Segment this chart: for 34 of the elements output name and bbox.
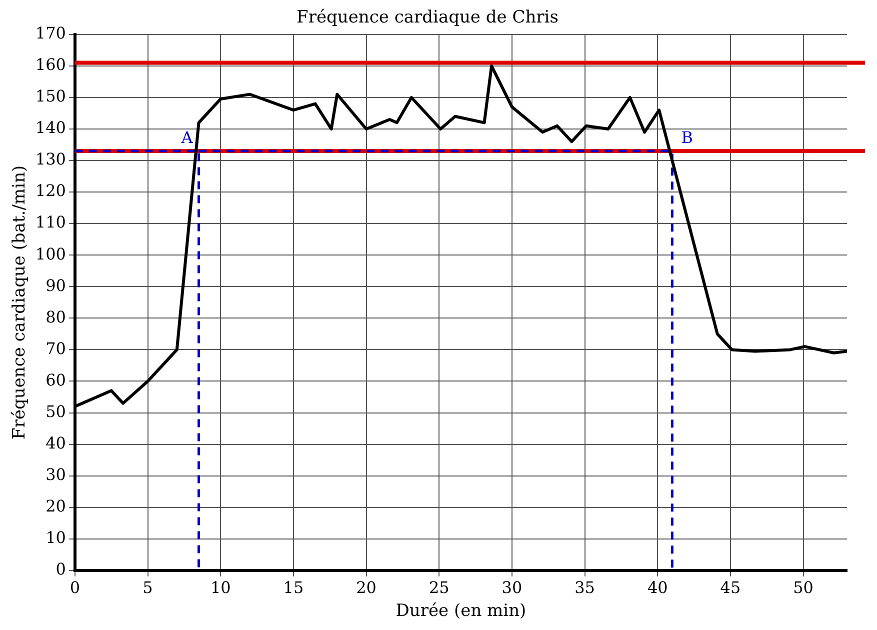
- chart-title: Fréquence cardiaque de Chris: [296, 8, 558, 28]
- y-tick-label: 120: [35, 181, 66, 200]
- x-tick-label: 15: [283, 578, 304, 598]
- y-tick-label: 160: [35, 55, 66, 74]
- x-tick-label: 40: [647, 578, 668, 598]
- y-tick-label: 70: [46, 338, 66, 358]
- x-axis-title: Durée (en min): [396, 601, 526, 622]
- annotation: B: [681, 128, 693, 148]
- y-tick-label: 100: [35, 244, 66, 264]
- annotation: A: [180, 128, 194, 148]
- x-tick-label: 45: [720, 578, 741, 598]
- x-tick-label: 5: [142, 578, 153, 598]
- y-tick-label: 130: [35, 150, 66, 169]
- x-tick-label: 30: [502, 578, 522, 598]
- x-tick-label: 35: [574, 578, 595, 598]
- y-tick-label: 90: [46, 276, 66, 295]
- x-tick-label: 25: [428, 578, 450, 598]
- x-tick-label: 50: [793, 578, 814, 598]
- y-tick-label: 0: [56, 560, 66, 579]
- y-tick-label: 170: [35, 24, 66, 43]
- y-tick-label: 50: [46, 402, 66, 421]
- y-tick-label: 20: [46, 496, 66, 516]
- y-tick-label: 80: [46, 307, 66, 326]
- y-tick-label: 10: [46, 528, 66, 548]
- x-tick-label: 20: [356, 578, 376, 598]
- y-tick-label: 60: [46, 370, 66, 390]
- y-tick-label: 150: [35, 86, 66, 106]
- x-tick-label: 0: [70, 578, 80, 598]
- y-tick-label: 110: [35, 212, 66, 232]
- y-tick-label: 140: [35, 118, 66, 138]
- y-axis-title: Fréquence cardiaque (bat./min): [10, 165, 30, 440]
- y-tick-label: 30: [46, 464, 66, 484]
- x-tick-label: 10: [210, 578, 231, 598]
- y-tick-label: 40: [46, 433, 66, 452]
